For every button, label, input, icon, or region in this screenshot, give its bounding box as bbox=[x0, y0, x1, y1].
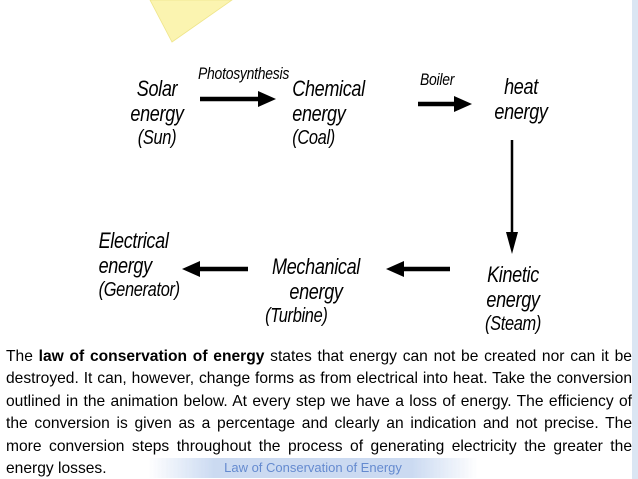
arrows-layer bbox=[182, 91, 518, 277]
node-title: Chemical energy bbox=[292, 76, 365, 127]
node-heat-energy: heat energy bbox=[476, 74, 566, 125]
paragraph-text-rest: states that energy can not be created no… bbox=[6, 348, 632, 478]
arrow-kinetic-to-mechanical bbox=[386, 261, 450, 277]
node-electrical-energy: Electrical energy (Generator) bbox=[99, 228, 214, 302]
node-chemical-energy: Chemical energy (Coal) bbox=[292, 76, 404, 150]
node-source: (Sun) bbox=[137, 126, 177, 149]
node-source: (Turbine) bbox=[265, 304, 328, 327]
node-mechanical-energy: Mechanical energy (Turbine) bbox=[254, 254, 379, 328]
node-source: (Coal) bbox=[292, 126, 335, 149]
yellow-decoration bbox=[149, 0, 233, 43]
arrow-chemical-to-heat bbox=[418, 96, 472, 112]
node-source: (Steam) bbox=[484, 312, 542, 335]
process-label-boiler: Boiler bbox=[420, 70, 455, 89]
arrow-heat-to-kinetic bbox=[506, 140, 518, 254]
energy-conversion-diagram: Solar energy (Sun) Chemical energy (Coal… bbox=[99, 64, 567, 336]
arrow-mechanical-to-electrical bbox=[182, 261, 248, 277]
node-title: Electrical energy bbox=[98, 228, 169, 279]
paragraph-bold-term: law of conservation of energy bbox=[38, 348, 265, 365]
node-title: Kinetic energy bbox=[486, 262, 540, 313]
paragraph-text-start: The bbox=[6, 348, 39, 365]
node-kinetic-energy: Kinetic energy (Steam) bbox=[460, 262, 567, 336]
arrow-solar-to-chemical bbox=[200, 91, 276, 107]
footer-caption: Law of Conservation of Energy bbox=[148, 458, 478, 478]
node-title: Solar energy bbox=[130, 76, 184, 127]
node-source: (Generator) bbox=[98, 278, 180, 301]
node-solar-energy: Solar energy (Sun) bbox=[112, 76, 202, 150]
side-decoration-bar bbox=[632, 0, 638, 479]
node-title: Mechanical energy bbox=[272, 254, 360, 305]
process-label-photosynthesis: Photosynthesis bbox=[198, 64, 290, 83]
explanation-paragraph: The law of conservation of energy states… bbox=[6, 346, 632, 479]
node-title: heat energy bbox=[494, 74, 548, 125]
